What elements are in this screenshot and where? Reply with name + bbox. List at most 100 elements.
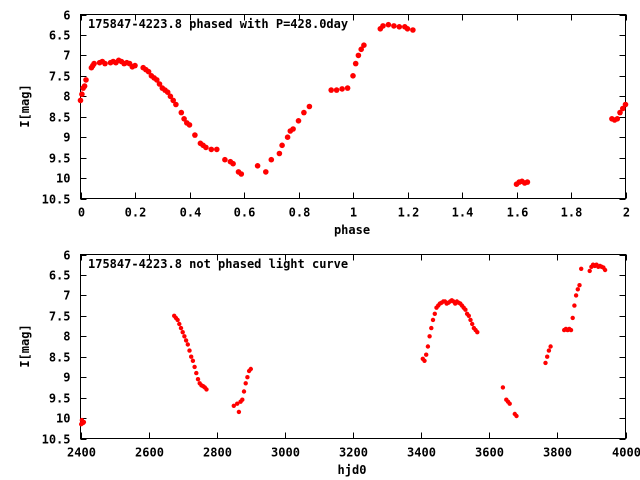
phased-chart-xtick-label: 0.6	[234, 206, 256, 220]
phased-chart-data-point	[178, 109, 185, 116]
unphased-chart-data-point	[192, 364, 197, 370]
phased-chart-xtick-label: 2	[623, 206, 630, 220]
phased-chart-ytick-label: 8.5	[49, 111, 71, 125]
unphased-chart-data-point	[500, 385, 506, 390]
phased-chart-ylabel: I[mag]	[18, 84, 32, 127]
unphased-chart-data-point	[178, 325, 184, 331]
phased-chart-points	[77, 21, 629, 187]
phased-chart-ticks	[80, 14, 627, 200]
phased-chart-data-point	[238, 171, 245, 177]
unphased-chart-ytick-label: 10	[56, 412, 70, 426]
phased-chart-data-point	[284, 134, 291, 140]
unphased-chart-data-point	[573, 293, 579, 298]
phased-chart-ytick-label: 10.5	[42, 193, 71, 207]
unphased-chart-data-point	[543, 360, 548, 366]
phased-chart-data-point	[333, 87, 340, 93]
phased-chart-data-point	[222, 156, 228, 163]
phased-chart-xtick-label: 1.4	[452, 206, 474, 220]
unphased-chart-xtick-labels: 2400 2600 2800 3000 3200 3400 3600 3800 4000	[67, 446, 640, 460]
phased-chart-data-point	[361, 42, 367, 48]
phased-chart-data-point	[279, 142, 285, 149]
phased-chart-data-point	[77, 97, 84, 104]
unphased-chart-data-point	[548, 344, 553, 349]
phased-chart-data-point	[306, 103, 313, 110]
unphased-chart-xtick-label: 3400	[407, 446, 436, 460]
phased-chart-data-point	[170, 97, 176, 104]
phased-chart-data-point	[301, 109, 307, 116]
unphased-chart-data-point	[463, 307, 468, 312]
unphased-chart-data-point	[575, 287, 580, 292]
unphased-chart-data-point	[507, 401, 512, 406]
unphased-chart-ylabel: I[mag]	[18, 324, 32, 367]
phased-chart-ytick-labels: 6 6.5 7 7.5 8 8.5 9 9.5 10 10.5	[42, 9, 71, 207]
phased-chart-data-point	[102, 60, 108, 67]
unphased-chart-xlabel: hjd0	[338, 463, 367, 477]
unphased-chart-data-point	[248, 366, 253, 372]
phased-chart-data-point	[617, 109, 623, 116]
phased-chart-xlabel: phase	[334, 223, 370, 237]
unphased-chart-data-point	[185, 342, 190, 347]
phased-chart-ytick-label: 7.5	[49, 70, 71, 84]
unphased-chart-data-point	[572, 303, 577, 308]
phased-chart-data-point	[83, 77, 89, 83]
unphased-chart-ytick-label: 6.5	[49, 269, 71, 283]
phased-chart-data-point	[214, 146, 220, 153]
phased-chart-data-point	[186, 122, 193, 128]
phased-chart-data-point	[352, 60, 359, 67]
phased-chart-data-point	[268, 156, 275, 163]
phased-chart-ytick-label: 9	[63, 131, 70, 145]
unphased-chart-data-point	[577, 283, 582, 288]
unphased-chart-ytick-label: 8.5	[49, 351, 71, 365]
unphased-chart-data-point	[236, 409, 242, 415]
unphased-chart-data-point	[194, 370, 199, 376]
phased-chart-data-point	[290, 126, 296, 132]
phased-chart-data-point	[91, 60, 97, 67]
phased-chart-data-point	[614, 116, 621, 122]
phased-chart-xtick-label: 0.2	[125, 206, 147, 220]
unphased-chart-data-point	[241, 389, 247, 394]
unphased-chart-data-point	[190, 358, 196, 363]
phased-chart-data-point	[404, 26, 411, 32]
phased-chart-data-point	[192, 132, 198, 138]
phased-chart-title: 175847-4223.8 phased with P=428.0day	[88, 17, 348, 31]
unphased-chart-ytick-label: 6	[63, 249, 70, 263]
unphased-chart-data-point	[243, 381, 248, 386]
phased-chart-xtick-labels: 0 0.2 0.4 0.6 0.8 1 1.2 1.4 1.6 1.8 2	[78, 206, 630, 220]
phased-chart-data-point	[339, 86, 345, 92]
unphased-chart-data-point	[429, 325, 434, 331]
phased-chart-ytick-label: 8	[63, 90, 70, 104]
phased-chart-data-point	[173, 101, 179, 108]
phased-chart-data-point	[344, 85, 351, 91]
unphased-chart-xtick-label: 2800	[203, 446, 232, 460]
unphased-chart-ytick-label: 7	[63, 289, 70, 303]
unphased-chart-data-point	[570, 315, 575, 321]
unphased-chart-data-point	[514, 413, 519, 419]
unphased-chart-data-point	[177, 321, 182, 327]
phased-chart-data-point	[208, 146, 215, 153]
unphased-chart-data-point	[175, 317, 180, 323]
phased-chart-data-point	[620, 105, 626, 112]
phased-chart-xtick-label: 1	[350, 206, 357, 220]
unphased-chart-data-point	[587, 268, 592, 274]
phased-chart-ytick-label: 10	[56, 172, 70, 186]
phased-chart-ytick-label: 7	[63, 49, 70, 63]
phased-chart-data-point	[79, 91, 85, 97]
phased-chart-data-point	[350, 73, 356, 79]
unphased-chart-xtick-label: 3600	[475, 446, 504, 460]
unphased-chart-ytick-label: 7.5	[49, 310, 71, 324]
unphased-chart-xtick-label: 3800	[543, 446, 572, 460]
phased-chart-data-point	[276, 150, 283, 157]
phased-chart-xtick-label: 0.8	[289, 206, 311, 220]
unphased-chart-data-point	[187, 348, 192, 353]
phased-chart-data-point	[156, 81, 163, 87]
unphased-chart-data-point	[579, 266, 584, 271]
phased-chart-data-point	[164, 89, 171, 95]
phased-chart-data-point	[254, 163, 261, 169]
unphased-chart-ytick-label: 10.5	[42, 433, 71, 447]
unphased-chart-panel: 6 6.5 7 7.5 8 8.5 9 9.5 10 10.5 2400 2600 2800 3000 3…	[18, 249, 640, 478]
phased-chart-xtick-label: 1.6	[507, 206, 529, 220]
unphased-chart-data-point	[470, 321, 475, 327]
unphased-chart-ytick-label: 9.5	[49, 392, 71, 406]
phased-chart-xtick-label: 1.2	[398, 206, 420, 220]
